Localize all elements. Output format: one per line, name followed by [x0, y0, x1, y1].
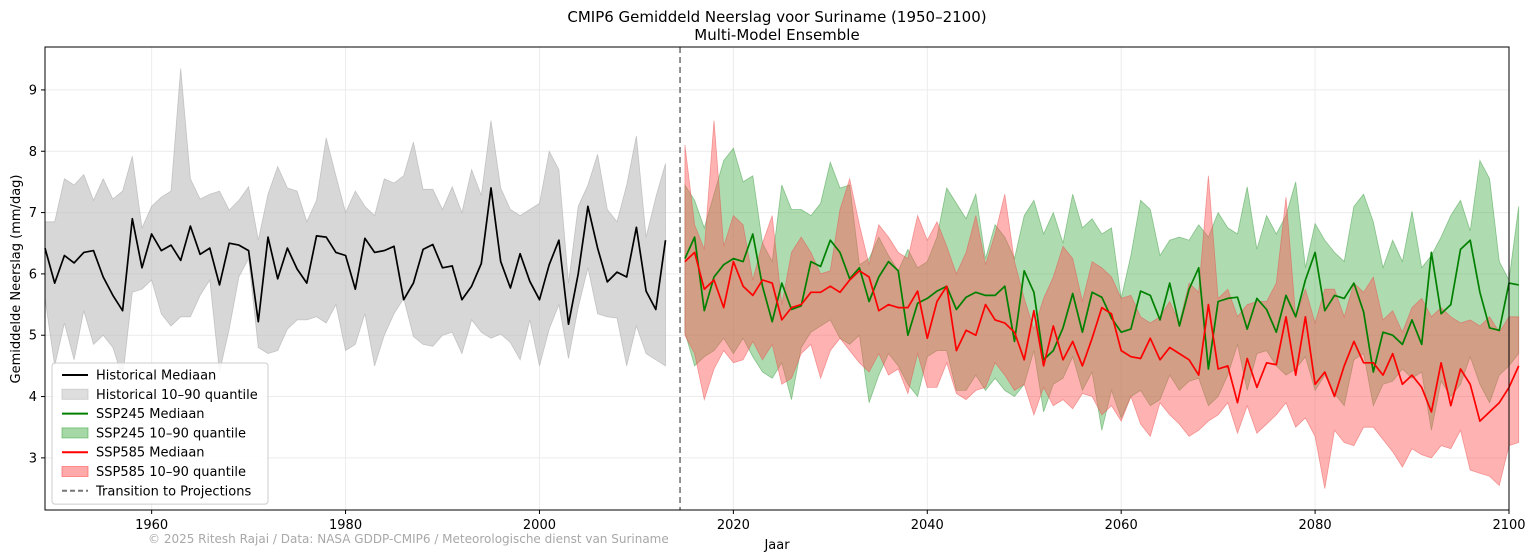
- legend-label: SSP585 10–90 quantile: [96, 465, 246, 480]
- legend-item: Transition to Projections: [62, 484, 251, 499]
- x-axis-title: Jaar: [763, 538, 790, 553]
- legend-label: SSP585 Mediaan: [96, 446, 205, 461]
- x-tick-label: 1960: [135, 518, 168, 533]
- legend-label: SSP245 Mediaan: [96, 407, 205, 422]
- ssp245-median-line: [684, 233, 1519, 373]
- legend-label: Historical 10–90 quantile: [96, 388, 258, 403]
- x-tick-label: 1980: [329, 518, 362, 533]
- x-tick-label: 2100: [1492, 518, 1525, 533]
- legend-item: SSP585 10–90 quantile: [61, 465, 246, 480]
- legend-label: Transition to Projections: [95, 484, 251, 499]
- legend-swatch-band: [61, 427, 89, 439]
- y-tick-label: 7: [29, 206, 37, 221]
- legend-label: Historical Mediaan: [96, 369, 216, 384]
- historical-quantile-band: [44, 68, 666, 379]
- legend-box: [51, 362, 269, 505]
- ssp585-quantile-band: [684, 120, 1520, 489]
- median-lines: [44, 47, 1520, 510]
- ssp585-median-line: [684, 251, 1520, 422]
- chart-title: CMIP6 Gemiddeld Neerslag voor Suriname (…: [567, 8, 986, 26]
- x-tick-label: 2080: [1299, 518, 1332, 533]
- legend-swatch-band: [61, 466, 89, 477]
- y-tick-label: 9: [29, 83, 37, 98]
- y-axis-title: Gemiddelde Neerslag (mm/dag): [9, 175, 24, 384]
- legend-label: SSP245 10–90 quantile: [96, 426, 246, 441]
- x-tick-label: 2040: [911, 518, 944, 533]
- y-tick-label: 4: [29, 390, 37, 405]
- legend-item: SSP245 10–90 quantile: [61, 426, 246, 441]
- quantile-bands: [44, 68, 1520, 489]
- legend-item: Historical Mediaan: [62, 369, 216, 384]
- axes: 1960 1980 2000 2020 2040 2060 2080 2100 3 4 5 6 7 8 9: [29, 46, 1526, 533]
- legend-item: SSP245 Mediaan: [62, 407, 205, 422]
- plot-frame: [44, 46, 1510, 511]
- y-tick-label: 6: [29, 267, 37, 282]
- x-tick-label: 2020: [717, 518, 750, 533]
- legend: Historical Mediaan Historical 10–90 quant…: [51, 362, 269, 505]
- historical-median-line: [44, 187, 667, 326]
- y-tick-label: 5: [29, 329, 37, 344]
- data-credit: © 2025 Ritesh Rajai / Data: NASA GDDP-CM…: [148, 532, 669, 546]
- x-tick-label: 2000: [523, 518, 556, 533]
- legend-item: Historical 10–90 quantile: [61, 388, 258, 403]
- chart-subtitle: Multi-Model Ensemble: [694, 26, 859, 44]
- y-tick-label: 3: [29, 451, 37, 466]
- legend-item: SSP585 Mediaan: [62, 446, 205, 461]
- x-tick-label: 2060: [1105, 518, 1138, 533]
- y-tick-label: 8: [29, 145, 37, 160]
- legend-swatch-band: [61, 388, 89, 400]
